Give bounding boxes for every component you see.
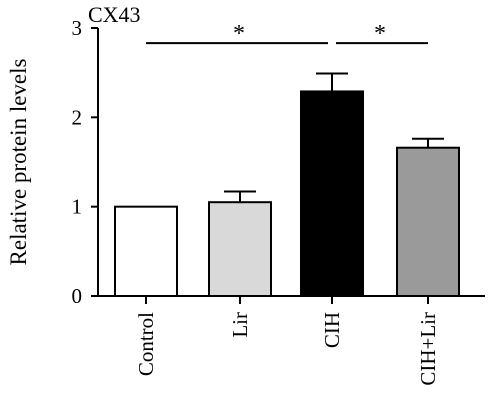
significance-star-0: * [233,21,245,47]
significance-annotations: * * [146,21,428,47]
y-tick-label-1: 1 [72,195,83,219]
y-tick-label-3: 3 [72,16,83,40]
x-tick-label-0: Control [134,312,158,376]
y-axis-label: Relative protein levels [6,58,31,265]
significance-star-1: * [374,21,386,47]
x-tick-label-3: CIH+Lir [416,312,440,386]
y-tick-label-2: 2 [72,105,83,129]
y-tick-label-0: 0 [72,284,83,308]
bar-cih-lir [396,146,460,297]
chart-title: CX43 [88,2,141,27]
x-tick-label-1: Lir [228,312,252,338]
x-tick-label-2: CIH [320,312,344,348]
axes: 0 1 2 3 Control Lir CIH CIH+Lir [72,16,485,386]
bar-cih [300,90,364,297]
bar-control [114,205,178,298]
bar-lir [208,201,272,297]
bars-group [114,72,460,298]
